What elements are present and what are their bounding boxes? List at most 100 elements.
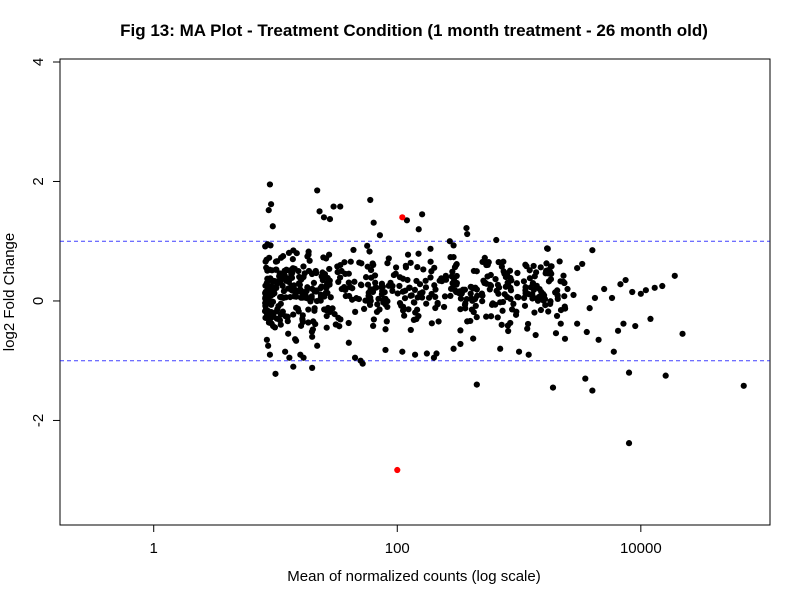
data-point (326, 280, 333, 287)
data-point (414, 263, 421, 271)
data-point (474, 292, 481, 299)
data-point (404, 251, 412, 258)
data-point (392, 264, 400, 271)
data-point (362, 274, 370, 281)
data-point (351, 354, 359, 361)
data-point (457, 327, 464, 334)
y-tick-label: 4 (30, 58, 47, 66)
data-point (608, 294, 616, 302)
data-point (543, 260, 550, 267)
data-point (520, 278, 528, 285)
data-point (525, 351, 532, 358)
data-point (537, 306, 545, 314)
data-point (372, 279, 379, 286)
data-point (561, 335, 569, 342)
data-point (552, 330, 560, 337)
data-point (309, 285, 316, 292)
data-point (299, 294, 306, 301)
data-point (419, 211, 426, 218)
data-point (373, 308, 381, 316)
data-point (662, 372, 669, 379)
data-point (265, 207, 272, 214)
data-point (582, 375, 589, 382)
data-point (467, 290, 474, 297)
data-point (337, 203, 344, 210)
data-point (396, 274, 404, 281)
x-tick-label: 100 (385, 540, 410, 557)
data-point (323, 324, 330, 331)
data-point (319, 277, 326, 284)
data-point (305, 306, 312, 313)
data-point (522, 261, 529, 268)
data-point (459, 286, 467, 293)
data-point (583, 328, 590, 336)
data-point (472, 302, 479, 310)
data-point (446, 238, 453, 245)
data-point (557, 278, 564, 285)
data-point (423, 300, 430, 307)
data-point (320, 214, 328, 221)
data-point (473, 381, 480, 388)
data-point (642, 287, 649, 294)
data-point (376, 232, 383, 239)
data-point (435, 318, 442, 325)
data-point (359, 360, 366, 367)
data-point (335, 314, 342, 321)
data-point (497, 299, 504, 306)
data-point (365, 292, 372, 300)
data-point (264, 267, 271, 274)
data-point (266, 254, 273, 261)
data-point (510, 300, 517, 307)
x-axis-label: Mean of normalized counts (log scale) (287, 568, 540, 585)
data-point (312, 320, 319, 328)
data-point (384, 260, 391, 267)
data-point (293, 304, 300, 311)
data-point (273, 266, 280, 273)
data-point (326, 265, 333, 273)
data-point (502, 273, 510, 281)
data-point (560, 272, 567, 279)
data-point (404, 276, 411, 284)
data-point (285, 330, 292, 337)
data-point (277, 300, 284, 307)
data-point (463, 295, 470, 303)
data-point (473, 268, 480, 275)
data-point (524, 320, 532, 328)
data-point (489, 300, 496, 307)
data-point (296, 288, 303, 295)
data-point (453, 279, 460, 287)
data-point (549, 384, 557, 391)
data-point (485, 259, 492, 266)
data-point (276, 317, 284, 324)
data-point (382, 326, 389, 333)
data-point (554, 287, 561, 294)
data-point (349, 285, 356, 292)
data-point (413, 277, 420, 285)
data-point (557, 320, 564, 327)
data-point (422, 284, 430, 291)
data-point (281, 267, 288, 274)
data-point (610, 348, 617, 355)
data-point (326, 216, 334, 223)
data-point (275, 279, 282, 286)
data-point (374, 301, 381, 308)
data-point (289, 256, 296, 263)
data-point (272, 258, 280, 265)
data-point (384, 303, 391, 311)
data-point (370, 261, 377, 269)
data-point (679, 330, 686, 337)
data-point (556, 258, 563, 265)
data-point (367, 196, 374, 204)
data-point (345, 339, 352, 346)
data-point (499, 307, 506, 314)
data-point (314, 187, 321, 194)
data-point (492, 276, 499, 283)
data-point (500, 258, 507, 265)
data-point (522, 287, 529, 294)
data-point (389, 287, 396, 294)
data-point (401, 295, 409, 302)
reference-lines (60, 240, 770, 362)
data-point (564, 285, 571, 293)
data-point (334, 263, 341, 270)
data-point (554, 295, 561, 302)
